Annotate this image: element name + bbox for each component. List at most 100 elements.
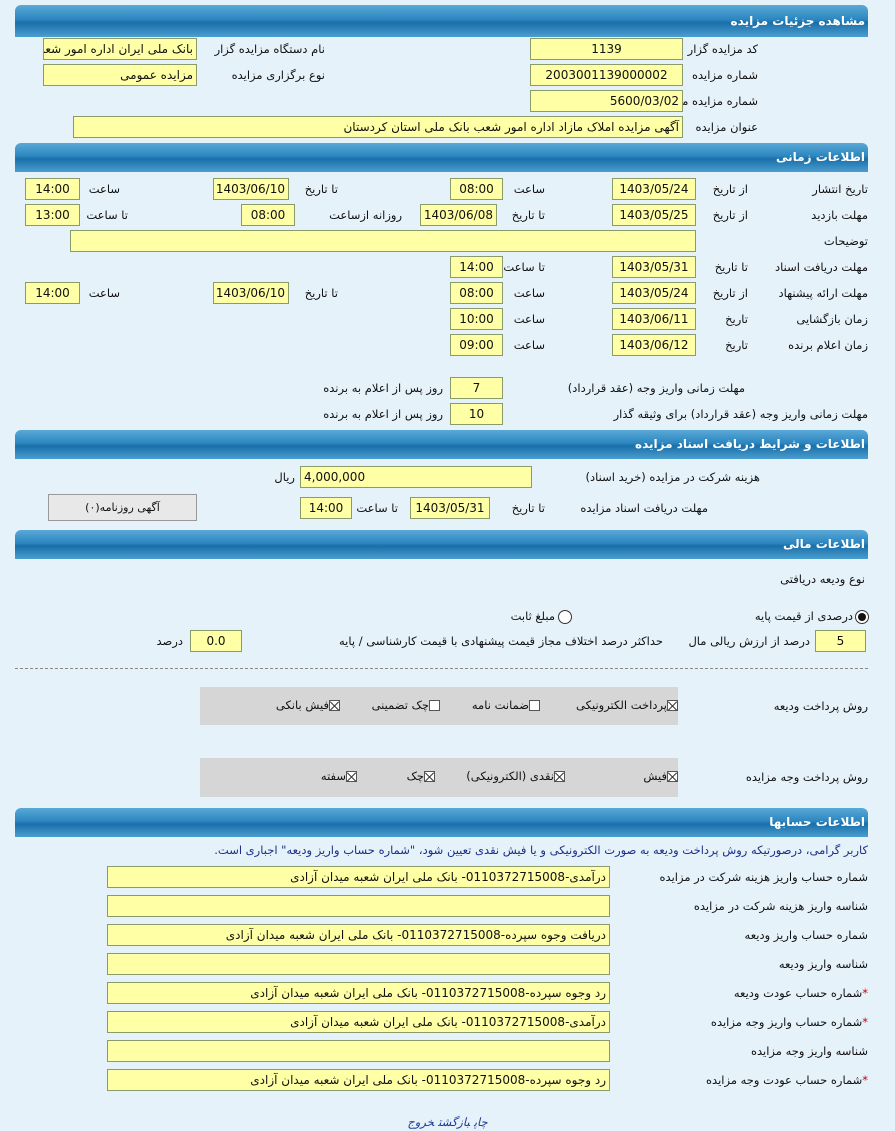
account-field[interactable]: دریافت وجوه سپرده-0110372715008- بانک مل… — [107, 924, 610, 946]
account-field[interactable] — [107, 953, 610, 975]
time-label: ساعت — [513, 338, 545, 352]
opening-time-field[interactable]: 10:00 — [450, 308, 503, 330]
section-title: اطلاعات حسابها — [769, 815, 865, 829]
account-label: *شماره حساب واریز وجه مزایده — [711, 1014, 868, 1030]
opening-date-field[interactable]: 1403/06/11 — [612, 308, 696, 330]
option-deposit-methods: چک تضمینی — [372, 698, 440, 712]
checkbox[interactable] — [529, 700, 540, 711]
checkbox-label: فیش بانکی — [275, 698, 329, 712]
account-label-text: شماره حساب واریز ودیعه — [744, 928, 868, 942]
notes-field[interactable] — [70, 230, 696, 252]
account-label-text: شناسه واریز هزینه شرکت در مزایده — [693, 899, 868, 913]
account-field[interactable] — [107, 1040, 610, 1062]
winner-time-field[interactable]: 09:00 — [450, 334, 503, 356]
ref-label: شماره مزایده مرجع — [662, 94, 758, 108]
payment-days-field[interactable]: 7 — [450, 377, 503, 399]
section-header-financial: اطلاعات مالی — [15, 530, 868, 559]
account-field[interactable] — [107, 895, 610, 917]
collateral-days-field[interactable]: 10 — [450, 403, 503, 425]
back-link[interactable]: بازگشت — [438, 1115, 470, 1129]
exit-link[interactable]: خروج — [407, 1115, 435, 1129]
publish-to-field[interactable]: 1403/06/10 — [213, 178, 289, 200]
visit-from-field[interactable]: 1403/05/25 — [612, 204, 696, 226]
percent-field[interactable]: 5 — [815, 630, 866, 652]
visit-to-field[interactable]: 1403/06/08 — [420, 204, 497, 226]
visit-to-time-field[interactable]: 13:00 — [25, 204, 80, 226]
collateral-deadline-label: مهلت زمانی واریز وجه (عقد قرارداد) برای … — [613, 407, 868, 421]
offer-from-field[interactable]: 1403/05/24 — [612, 282, 696, 304]
days-suffix: روز پس از اعلام به برنده — [323, 381, 443, 395]
option-payment-methods: نقدی (الکترونیکی) — [466, 769, 565, 783]
divider — [15, 668, 868, 669]
offer-to-field[interactable]: 1403/06/10 — [213, 282, 289, 304]
checkbox[interactable] — [429, 700, 440, 711]
checkbox[interactable] — [667, 771, 678, 782]
title-label: عنوان مزایده — [695, 120, 758, 134]
time-label: ساعت — [513, 312, 545, 326]
account-field[interactable]: رد وجوه سپرده-0110372715008- بانک ملی ای… — [107, 1069, 610, 1091]
title-field[interactable]: آگهی مزایده املاک مازاد اداره امور شعب ب… — [73, 116, 683, 138]
winner-date-field[interactable]: 1403/06/12 — [612, 334, 696, 356]
offer-to-time-field[interactable]: 14:00 — [25, 282, 80, 304]
date-label: تاریخ — [725, 338, 748, 352]
account-field[interactable]: درآمدی-0110372715008- بانک ملی ایران شعب… — [107, 1011, 610, 1033]
print-link[interactable]: چاپ — [473, 1115, 488, 1129]
ref-field[interactable]: 5600/03/02 — [530, 90, 683, 112]
docs-to-field[interactable]: 1403/05/31 — [612, 256, 696, 278]
account-label: شماره حساب واریز ودیعه — [745, 927, 868, 943]
section-title: مشاهده جزئیات مزایده — [730, 14, 865, 28]
to-time-label: تا ساعت — [86, 208, 128, 222]
radio-percent[interactable] — [855, 610, 869, 624]
time-label: ساعت — [88, 182, 120, 196]
checkbox-label: سفته — [320, 769, 346, 783]
account-label: *شماره حساب عودت ودیعه — [734, 985, 868, 1001]
number-field[interactable]: 2003001139000002 — [530, 64, 683, 86]
visit-daily-from-field[interactable]: 08:00 — [241, 204, 295, 226]
publish-to-time-field[interactable]: 14:00 — [25, 178, 80, 200]
checkbox[interactable] — [424, 771, 435, 782]
winner-label: زمان اعلام برنده — [788, 338, 868, 352]
docs-to-time-field[interactable]: 14:00 — [450, 256, 503, 278]
code-label: کد مزایده گزار — [687, 42, 758, 56]
percent-suffix: درصد از ارزش ریالی مال — [688, 634, 810, 648]
checkbox[interactable] — [329, 700, 340, 711]
accounts-notice: کاربر گرامی، درصورتیکه روش پرداخت ودیعه … — [214, 843, 868, 857]
max-diff-field[interactable]: 0.0 — [190, 630, 242, 652]
newspaper-ad-button[interactable]: آگهی روزنامه(۰) — [48, 494, 197, 521]
account-field[interactable]: درآمدی-0110372715008- بانک ملی ایران شعب… — [107, 866, 610, 888]
radio-fixed[interactable] — [558, 610, 572, 624]
section-title: اطلاعات مالی — [782, 537, 865, 551]
to-date-label: تا تاریخ — [511, 208, 545, 222]
checkbox-label: ضمانت نامه — [471, 698, 529, 712]
doc-to-date-field[interactable]: 1403/05/31 — [410, 497, 490, 519]
account-label: شناسه واریز هزینه شرکت در مزایده — [694, 898, 868, 914]
account-field[interactable]: رد وجوه سپرده-0110372715008- بانک ملی ای… — [107, 982, 610, 1004]
payment-methods-label: روش پرداخت وجه مزایده — [745, 770, 868, 784]
publish-from-field[interactable]: 1403/05/24 — [612, 178, 696, 200]
checkbox[interactable] — [346, 771, 357, 782]
checkbox[interactable] — [554, 771, 565, 782]
fee-field[interactable]: 4,000,000 — [300, 466, 532, 488]
code-field[interactable]: 1139 — [530, 38, 683, 60]
type-field[interactable]: مزایده عمومی — [43, 64, 197, 86]
section-header-accounts: اطلاعات حسابها — [15, 808, 868, 837]
doc-to-time-field[interactable]: 14:00 — [300, 497, 352, 519]
account-label-text: شناسه واریز وجه مزایده — [750, 1044, 868, 1058]
deposit-methods-label: روش پرداخت ودیعه — [773, 699, 868, 713]
org-field[interactable]: بانک ملی ایران اداره امور شعب — [43, 38, 197, 60]
offer-from-time-field[interactable]: 08:00 — [450, 282, 503, 304]
account-label: شماره حساب واریز هزینه شرکت در مزایده — [660, 869, 868, 885]
checkbox[interactable] — [667, 700, 678, 711]
account-label-text: شماره حساب عودت ودیعه — [733, 986, 863, 1000]
payment-methods-box — [200, 758, 678, 797]
required-mark: * — [862, 1073, 868, 1087]
publish-from-time-field[interactable]: 08:00 — [450, 178, 503, 200]
option-payment-methods: فیش — [643, 769, 678, 783]
account-label-text: شناسه واریز ودیعه — [778, 957, 868, 971]
required-mark: * — [862, 1015, 868, 1029]
option-deposit-methods: ضمانت نامه — [472, 698, 540, 712]
checkbox-label: فیش — [643, 769, 667, 783]
max-diff-unit: درصد — [156, 634, 183, 648]
checkbox-label: چک تضمینی — [371, 698, 429, 712]
visit-label: مهلت بازدید — [811, 208, 868, 222]
